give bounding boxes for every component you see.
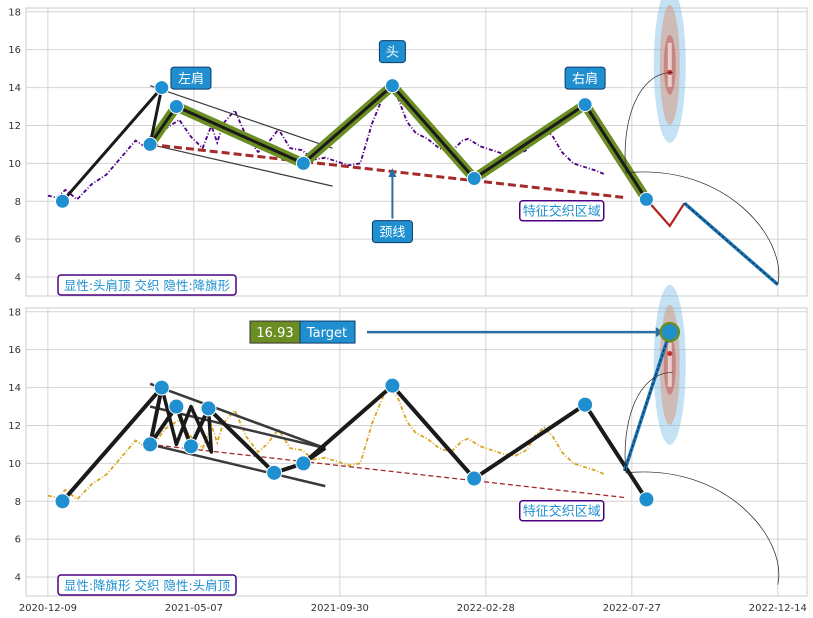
pivot-marker — [384, 377, 401, 394]
pivot-marker — [638, 491, 655, 508]
y-tick-label: 10 — [8, 459, 21, 470]
y-tick-label: 16 — [8, 45, 21, 56]
channel-line — [149, 382, 326, 450]
x-tick-label: 2022-07-27 — [603, 603, 661, 614]
forecast-line-dash — [624, 331, 671, 472]
pivot-marker — [295, 155, 311, 171]
pivot-marker — [154, 80, 170, 96]
pivot-marker — [142, 436, 159, 453]
y-tick-label: 10 — [8, 159, 21, 170]
neckline-arrowhead — [388, 167, 397, 177]
pivot-marker — [182, 438, 199, 455]
pivot-marker — [153, 379, 170, 396]
x-tick-label: 2022-12-14 — [749, 603, 807, 614]
pivot-marker — [266, 464, 283, 481]
plot-area — [25, 307, 808, 597]
y-tick-label: 16 — [8, 345, 21, 356]
region-label-box — [519, 499, 605, 522]
projection-arc — [625, 171, 780, 285]
projection-arc-upper — [624, 372, 673, 473]
x-tick-label: 2021-05-07 — [165, 603, 223, 614]
forecast-line-red — [645, 198, 686, 228]
y-tick-label: 18 — [8, 307, 21, 318]
pattern-summary-text: 显性:头肩顶 交织 隐性:降旗形 — [64, 278, 231, 293]
y-tick-label: 18 — [8, 7, 21, 18]
target-label-text: Target — [306, 326, 347, 341]
channel-line — [149, 443, 326, 488]
y-tick-label: 6 — [15, 235, 21, 246]
forecast-line-dash — [684, 202, 779, 285]
pivot-marker — [466, 171, 482, 187]
pivot-marker — [638, 191, 654, 207]
y-tick-label: 6 — [15, 535, 21, 546]
projection-arc-upper — [624, 72, 673, 173]
pattern-label-box — [378, 40, 406, 64]
pattern-label-box — [564, 66, 606, 90]
x-tick-label: 2020-12-09 — [19, 603, 77, 614]
y-tick-label: 4 — [15, 573, 21, 584]
pattern-summary-box — [57, 274, 237, 296]
region-label-text: 特征交织区域 — [523, 204, 601, 220]
target-marker — [659, 321, 681, 343]
y-tick-label: 12 — [8, 421, 21, 432]
ellipse-core — [667, 42, 672, 87]
x-tick-label: 2022-02-28 — [457, 603, 515, 614]
y-tick-label: 14 — [8, 383, 21, 394]
y-tick-label: 14 — [8, 83, 21, 94]
y-tick-label: 4 — [15, 273, 21, 284]
pivot-marker — [295, 455, 312, 472]
pattern-summary-text: 显性:降旗形 交织 隐性:头肩顶 — [64, 578, 231, 593]
pattern-summary-box — [57, 574, 237, 596]
y-tick-label: 8 — [15, 497, 21, 508]
pattern-label-text: 颈线 — [379, 226, 405, 241]
bottom-panel: 4 6 8 10 12 14 16 18 2020-12-09 2021-05-07 2021-09… — [8, 284, 808, 614]
channel-line — [149, 85, 333, 149]
pattern-label-text: 右肩 — [572, 71, 598, 87]
pivot-marker — [142, 136, 158, 152]
pivot-marker — [384, 78, 400, 94]
pattern-label-box — [371, 220, 413, 244]
ellipse-center-point — [667, 350, 673, 356]
projection-arc — [625, 471, 780, 585]
pattern-label-text: 左肩 — [178, 71, 204, 87]
pivot-marker — [168, 398, 185, 415]
pattern-label-box — [170, 66, 212, 90]
y-tick-label: 12 — [8, 121, 21, 132]
neckline — [149, 142, 625, 199]
pivot-marker — [54, 193, 70, 209]
x-tick-label: 2021-09-30 — [311, 603, 369, 614]
plot-area — [25, 7, 808, 297]
region-label-text: 特征交织区域 — [523, 504, 601, 520]
pivot-marker — [200, 400, 217, 417]
target-label-box — [299, 320, 356, 344]
pivot-marker — [466, 470, 483, 487]
pivot-marker — [168, 99, 184, 115]
pattern-label-text: 头 — [386, 46, 399, 61]
channel-line — [149, 143, 333, 187]
target-value-text: 16.93 — [256, 326, 293, 341]
price-series-line — [47, 386, 606, 501]
pivot-marker — [54, 493, 71, 510]
region-label-box — [519, 199, 605, 222]
pivot-marker — [577, 396, 594, 413]
y-tick-label: 8 — [15, 197, 21, 208]
pivot-marker — [577, 97, 593, 113]
ellipse-core — [667, 342, 672, 387]
